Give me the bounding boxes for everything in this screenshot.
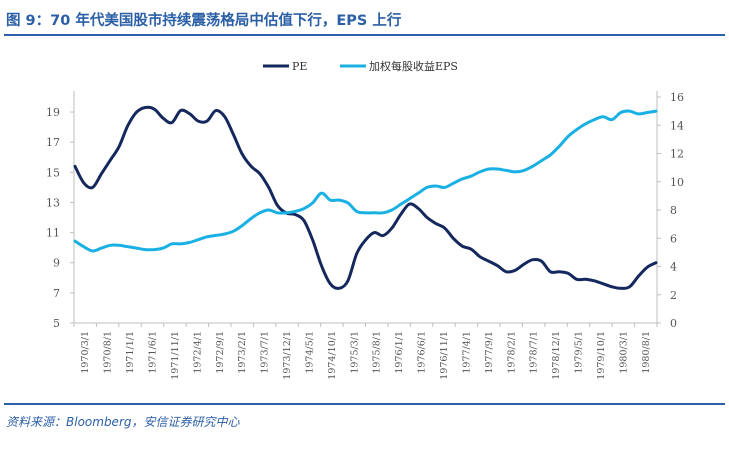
chart-title: 图 9：70 年代美国股市持续震荡格局中估值下行，EPS 上行	[6, 13, 402, 29]
x-tick-label: 1979/10/1	[596, 331, 607, 380]
x-tick-label: 1975/3/1	[349, 331, 360, 374]
x-tick-label: 1980/3/1	[618, 331, 629, 374]
x-tick-label: 1974/10/1	[327, 331, 338, 380]
y-left-ticks: 5 7 9 11 13 15 17 19	[46, 106, 74, 330]
source-note: 资料来源：Bloomberg，安信证券研究中心	[6, 415, 240, 429]
x-tick-label: 1977/4/1	[461, 331, 472, 374]
y-left-tick-label: 19	[46, 106, 60, 119]
line-chart: PE 加权每股收益EPS 5 7 9 11 13 15 17 19 0 2 4 6 8 10 12 14 16…	[46, 59, 684, 380]
y-left-tick-label: 5	[53, 317, 60, 330]
y-right-ticks: 0 2 4 6 8 10 12 14 16	[657, 91, 684, 330]
y-right-tick-label: 10	[670, 176, 684, 189]
y-right-tick-label: 2	[670, 289, 677, 302]
x-ticks: 1970/3/1 1970/8/1 1971/1/1 1971/6/1 1971/11/…	[73, 323, 658, 380]
y-right-tick-label: 8	[670, 204, 677, 217]
y-left-tick-label: 9	[53, 257, 60, 270]
y-right-tick-label: 4	[670, 261, 677, 274]
x-tick-label: 1978/12/1	[551, 331, 562, 380]
y-right-tick-label: 0	[670, 317, 677, 330]
x-tick-label: 1978/2/1	[506, 331, 517, 374]
x-tick-label: 1979/5/1	[574, 331, 585, 374]
title-rule	[4, 34, 725, 36]
series-lines	[73, 105, 658, 290]
y-left-tick-label: 13	[46, 196, 60, 209]
x-tick-label: 1976/6/1	[417, 331, 428, 374]
x-tick-label: 1971/1/1	[125, 331, 136, 374]
legend-label-eps: 加权每股收益EPS	[369, 59, 458, 73]
x-tick-label: 1970/8/1	[103, 331, 114, 374]
x-tick-label: 1977/9/1	[484, 331, 495, 374]
x-tick-label: 1976/1/1	[394, 331, 405, 374]
x-tick-label: 1973/12/1	[282, 331, 293, 380]
x-tick-label: 1973/7/1	[260, 331, 271, 374]
x-tick-label: 1974/5/1	[304, 331, 315, 374]
x-tick-label: 1971/11/1	[170, 331, 181, 380]
legend: PE 加权每股收益EPS	[263, 59, 458, 73]
y-left-tick-label: 11	[46, 227, 60, 240]
y-right-tick-label: 6	[670, 232, 677, 245]
x-tick-label: 1973/2/1	[237, 331, 248, 374]
y-left-tick-label: 17	[46, 136, 60, 149]
series-line-pe	[73, 105, 658, 290]
y-left-tick-label: 7	[53, 287, 60, 300]
x-tick-label: 1976/11/1	[439, 331, 450, 380]
x-tick-label: 1972/9/1	[215, 331, 226, 374]
x-tick-label: 1975/8/1	[372, 331, 383, 374]
y-left-tick-label: 15	[46, 166, 60, 179]
x-tick-label: 1971/6/1	[147, 331, 158, 374]
legend-label-pe: PE	[292, 60, 307, 73]
x-tick-label: 1972/4/1	[192, 331, 203, 374]
footer-rule	[4, 403, 725, 405]
x-tick-label: 1970/3/1	[80, 331, 91, 374]
y-right-tick-label: 12	[670, 148, 684, 161]
axes	[73, 91, 658, 324]
y-right-tick-label: 14	[670, 119, 684, 132]
y-right-tick-label: 16	[670, 91, 684, 104]
x-tick-label: 1978/7/1	[529, 331, 540, 374]
series-line-eps	[73, 109, 658, 253]
x-tick-label: 1980/8/1	[641, 331, 652, 374]
